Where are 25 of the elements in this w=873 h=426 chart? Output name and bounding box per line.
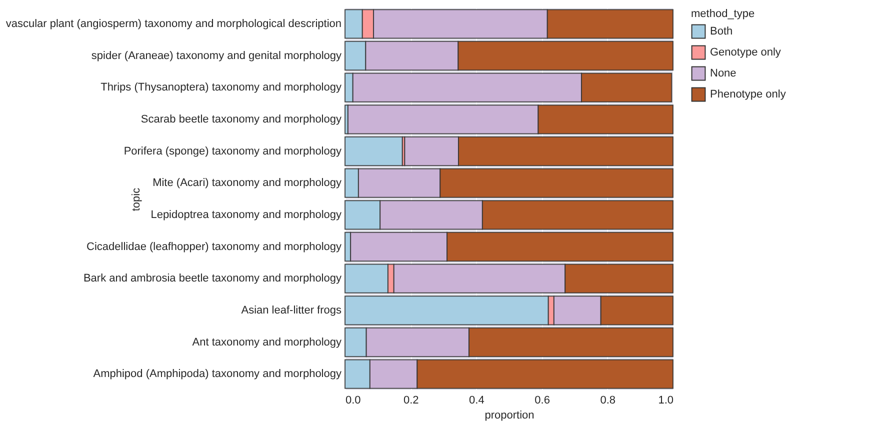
- x-tick-label: 1.0: [658, 394, 674, 406]
- y-tick-label: Ant taxonomy and morphology: [192, 336, 342, 348]
- legend-label: Phenotype only: [710, 88, 786, 100]
- y-tick-label: Cicadellidae (leafhopper) taxonomy and morphology: [86, 240, 342, 253]
- x-axis-title: proportion: [484, 410, 534, 422]
- legend-label: Both: [710, 26, 733, 38]
- legend-label: Genotype only: [710, 46, 782, 58]
- y-tick-label: spider (Araneae) taxonomy and genital morphology: [91, 50, 342, 62]
- x-tick-label: 0.8: [600, 394, 616, 406]
- y-tick-label: Porifera (sponge) taxonomy and morphology: [124, 145, 342, 158]
- x-tick-label: 0.0: [346, 394, 361, 406]
- x-tick-label: 0.4: [469, 394, 484, 406]
- y-tick-label: Asian leaf-litter frogs: [241, 304, 342, 316]
- y-axis-title: topic: [130, 187, 142, 212]
- x-tick-label: 0.6: [534, 394, 550, 406]
- y-tick-label: Scarab beetle taxonomy and morphology: [140, 113, 342, 126]
- y-tick-label: Lepidoptrea taxonomy and morphology: [150, 208, 342, 221]
- legend-title: method_type: [691, 8, 755, 20]
- legend-label: None: [710, 68, 736, 80]
- y-tick-label: Amphipod (Amphipoda) taxonomy and morphology: [93, 368, 342, 380]
- y-tick-label: Thrips (Thysanoptera) taxonomy and morphology: [100, 82, 342, 94]
- y-tick-label: vascular plant (angiosperm) taxonomy and morphological description: [6, 18, 342, 30]
- y-tick-label: Mite (Acari) taxonomy and morphology: [152, 177, 342, 190]
- y-tick-label: Bark and ambrosia beetle taxonomy and morphology: [83, 272, 342, 285]
- x-tick-label: 0.2: [403, 394, 419, 406]
